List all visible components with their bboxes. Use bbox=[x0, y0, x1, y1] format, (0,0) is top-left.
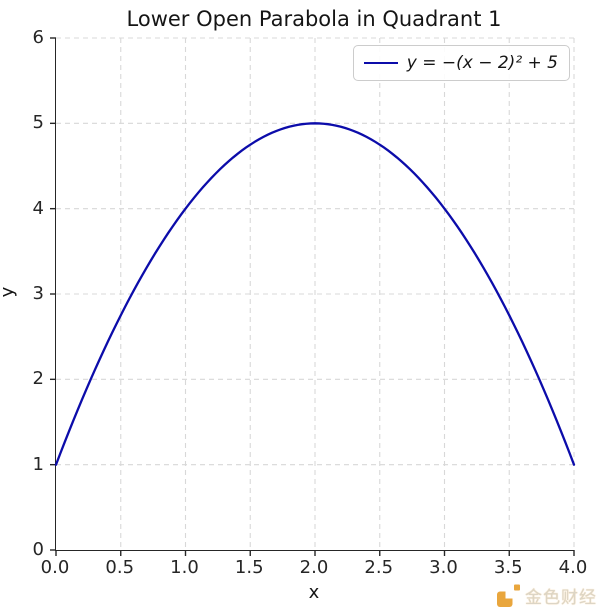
jinse-finance-logo-icon bbox=[497, 584, 520, 607]
chart-title: Lower Open Parabola in Quadrant 1 bbox=[126, 7, 502, 31]
legend-label: y = −(x − 2)² + 5 bbox=[406, 53, 558, 73]
y-tick-label: 2 bbox=[32, 368, 44, 390]
x-tick-label: 3.0 bbox=[429, 557, 458, 578]
x-tick-label: 4.0 bbox=[558, 557, 588, 578]
x-tick-label: 2.5 bbox=[364, 557, 394, 578]
x-tick-label: 2.0 bbox=[299, 557, 329, 578]
x-tick-label: 1.0 bbox=[170, 557, 199, 578]
x-tick-label: 1.5 bbox=[234, 557, 264, 578]
legend: y = −(x − 2)² + 5 bbox=[352, 45, 570, 81]
parabola-curve bbox=[54, 122, 576, 466]
x-tick-label: 3.5 bbox=[493, 557, 523, 578]
parabola-chart-canvas bbox=[50, 37, 576, 556]
legend-line-sample bbox=[363, 61, 398, 65]
y-tick-label: 5 bbox=[32, 112, 44, 134]
x-tick-label: 0.5 bbox=[105, 557, 135, 578]
x-axis-label: x bbox=[308, 582, 320, 603]
watermark: 金色财经 bbox=[496, 583, 597, 608]
watermark-text: 金色财经 bbox=[525, 588, 597, 608]
y-axis-label: y bbox=[0, 287, 18, 298]
x-tick-label: 0.0 bbox=[40, 557, 70, 578]
y-tick-label: 3 bbox=[32, 283, 44, 304]
y-tick-label: 6 bbox=[32, 27, 44, 48]
y-tick-label: 4 bbox=[32, 197, 44, 219]
plot-area: y = −(x − 2)² + 5 bbox=[50, 37, 576, 556]
y-tick-label: 0 bbox=[32, 539, 44, 560]
y-tick-label: 1 bbox=[32, 453, 44, 475]
